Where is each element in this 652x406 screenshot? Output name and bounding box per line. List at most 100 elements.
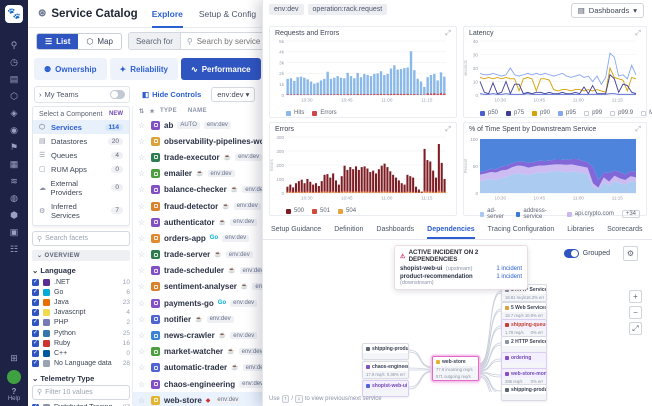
star-icon[interactable]: ☆ — [138, 298, 146, 308]
incident-link[interactable]: 1 incident — [496, 265, 522, 272]
facet-group-title[interactable]: ⌄ Language — [32, 266, 76, 275]
component-item-datastores[interactable]: ▤ Datastores 20 — [33, 134, 129, 148]
service-row[interactable]: ☆ news-crawler ☕ env:dev — [133, 327, 652, 343]
graph-node-shipping-producer[interactable]: shipping-producer — [362, 343, 409, 360]
service-row[interactable]: ☆ orders-app Go env:dev — [133, 230, 652, 246]
facet-item-javascript[interactable]: ✓ Javascript 4 — [32, 308, 130, 318]
incident-banner[interactable]: ⚠ ACTIVE INCIDENT ON 2 DEPENDENCIES shopi… — [394, 245, 528, 290]
star-icon[interactable]: ☆ — [138, 250, 146, 260]
star-icon[interactable]: ☆ — [138, 331, 146, 341]
service-row[interactable]: ☆ ab AUTO env:dev — [133, 117, 652, 133]
env-tag[interactable]: env:dev — [203, 121, 231, 129]
nav-tab-setup-config[interactable]: Setup & Config — [198, 8, 257, 19]
facet-item-java[interactable]: ✓ Java 23 — [32, 297, 130, 307]
checkbox-checked-icon[interactable]: ✓ — [32, 360, 39, 368]
list-view-button[interactable]: ☰ List — [37, 33, 79, 49]
env-tag[interactable]: env:dev — [206, 315, 234, 323]
graph-node-ordering[interactable]: ordering — [501, 352, 547, 369]
star-icon[interactable]: ☆ — [138, 347, 146, 357]
overview-section-header[interactable]: ⌄ OVERVIEW — [32, 250, 130, 261]
graph-node-web-store-mongo[interactable]: web-store-mongo 286 req/s 0% err — [501, 368, 547, 386]
legend-item-p90[interactable]: p90 — [532, 110, 550, 116]
legend-item-p95[interactable]: p95 — [558, 110, 576, 116]
service-row[interactable]: ☆ payments-go Go env:dev — [133, 295, 652, 311]
panel-tab-tracing-configuration[interactable]: Tracing Configuration — [487, 226, 555, 233]
checkbox-checked-icon[interactable]: ✓ — [32, 339, 39, 347]
env-tag[interactable]: env:dev — [233, 202, 261, 210]
expand-icon[interactable]: ⤢ — [635, 126, 641, 133]
graph-node-web-store[interactable]: web-store 77.9 incoming req/s 571 outgoing… — [432, 356, 479, 381]
ci-icon[interactable]: ☷ — [9, 244, 19, 254]
env-tag[interactable]: env:dev — [242, 186, 270, 194]
query-filter-pill[interactable]: operation:rack.request — [307, 4, 388, 15]
checkbox-checked-icon[interactable]: ✓ — [32, 404, 39, 406]
checkbox-checked-icon[interactable]: ✓ — [32, 309, 39, 317]
watchdog-icon[interactable]: ◉ — [10, 125, 18, 135]
facet-filter-input[interactable]: ⚲ Filter 10 values — [32, 384, 130, 400]
star-icon[interactable]: ☆ — [138, 120, 146, 130]
grouped-toggle[interactable] — [563, 249, 579, 258]
datadog-logo-icon[interactable]: 🐾 — [5, 5, 23, 23]
star-icon[interactable]: ☆ — [138, 201, 146, 211]
legend-item-errors[interactable]: Errors — [312, 110, 337, 116]
service-row[interactable]: ☆ fraud-detector ☕ env:dev — [133, 198, 652, 214]
component-item-external-providers[interactable]: ☁ External Providers 0 — [33, 176, 129, 199]
logs-icon[interactable]: ≋ — [10, 176, 18, 186]
panel-tab-dependencies[interactable]: Dependencies — [427, 220, 474, 239]
apm-icon[interactable]: ◈ — [10, 108, 18, 118]
facet-item--net[interactable]: ✓ .NET 10 — [32, 277, 130, 287]
service-row[interactable]: ☆ trade-scheduler ☕ env:dev — [133, 263, 652, 279]
checkbox-checked-icon[interactable]: ✓ — [32, 298, 39, 306]
env-tag[interactable]: env:dev — [239, 267, 267, 275]
star-icon[interactable]: ☆ — [138, 169, 146, 179]
env-tag[interactable]: env:dev — [230, 218, 258, 226]
panel-tab-libraries[interactable]: Libraries — [567, 226, 595, 233]
env-tag[interactable]: env:dev — [239, 380, 267, 388]
env-tag[interactable]: env:dev — [235, 153, 263, 161]
graph-node-shipping-queues-redis[interactable]: shipping-queues-redis 1.78 req/s 0% err — [501, 319, 547, 337]
component-item-inferred-services[interactable]: ⚙ Inferred Services 7 — [33, 199, 129, 222]
legend-more-badge[interactable]: +34 — [621, 210, 640, 218]
infrastructure-icon[interactable]: ⬡ — [10, 91, 18, 101]
legend-item-p99-9[interactable]: p99.9 — [610, 110, 633, 116]
env-tag[interactable]: env:dev — [214, 396, 242, 404]
map-view-button[interactable]: ⬡ Map — [78, 33, 121, 49]
legend-item-p50[interactable]: p50 — [480, 110, 498, 116]
rum-icon[interactable]: ▣ — [9, 227, 19, 237]
star-icon[interactable]: ☆ — [138, 266, 146, 276]
expand-icon[interactable]: ⤢ — [445, 126, 451, 133]
legend-item-address-service[interactable]: address-service — [516, 208, 559, 220]
legend-item-p75[interactable]: p75 — [506, 110, 524, 116]
dashboards-button[interactable]: ▤ Dashboards ▾ — [570, 3, 644, 18]
expand-icon[interactable]: ⤢ — [445, 30, 451, 37]
env-tag[interactable]: env:dev — [238, 348, 266, 356]
graph-node-chaos-engineering[interactable]: chaos-engineering17.9 req/s0.38% err — [362, 361, 409, 379]
nav-tab-explore[interactable]: Explore — [152, 0, 183, 28]
env-tag[interactable]: env:dev — [230, 299, 258, 307]
star-icon[interactable]: ☆ — [138, 233, 146, 243]
star-icon[interactable]: ☆ — [138, 395, 146, 405]
legend-item-max[interactable]: Max — [641, 110, 652, 116]
avatar[interactable] — [7, 370, 21, 384]
legend-item-504[interactable]: 504 — [338, 208, 356, 214]
zoom-fit-button[interactable]: ⤢ — [629, 322, 642, 335]
my-teams-filter[interactable]: › My Teams — [34, 85, 130, 103]
facet-item-go[interactable]: ✓ Go 6 — [32, 287, 130, 297]
legend-item-hits[interactable]: Hits — [286, 110, 304, 116]
checkbox-checked-icon[interactable]: ✓ — [32, 319, 39, 327]
service-row[interactable]: ☆ automatic-trader ☕ env:dev — [133, 360, 652, 376]
synthetics-icon[interactable]: ⬢ — [10, 210, 18, 220]
org-settings-icon[interactable]: ⊞ — [10, 353, 18, 363]
checkbox-checked-icon[interactable]: ✓ — [32, 329, 39, 337]
env-tag[interactable]: env:dev — [242, 364, 270, 372]
integrations-icon[interactable]: ▦ — [9, 159, 19, 169]
panel-tab-scorecards[interactable]: Scorecards — [607, 226, 643, 233]
sort-icon[interactable]: ⇅ — [139, 109, 145, 115]
search-scope-label[interactable]: Search for — [128, 33, 181, 49]
legend-item-501[interactable]: 501 — [312, 208, 330, 214]
star-column-icon[interactable]: ★ — [149, 109, 156, 115]
star-icon[interactable]: ☆ — [138, 314, 146, 324]
facet-item-distributed-tracing[interactable]: ✓Distributed Tracing97 — [32, 403, 130, 406]
component-item-queues[interactable]: ☰ Queues 4 — [33, 148, 129, 162]
facet-item-ruby[interactable]: ✓ Ruby 16 — [32, 338, 130, 348]
